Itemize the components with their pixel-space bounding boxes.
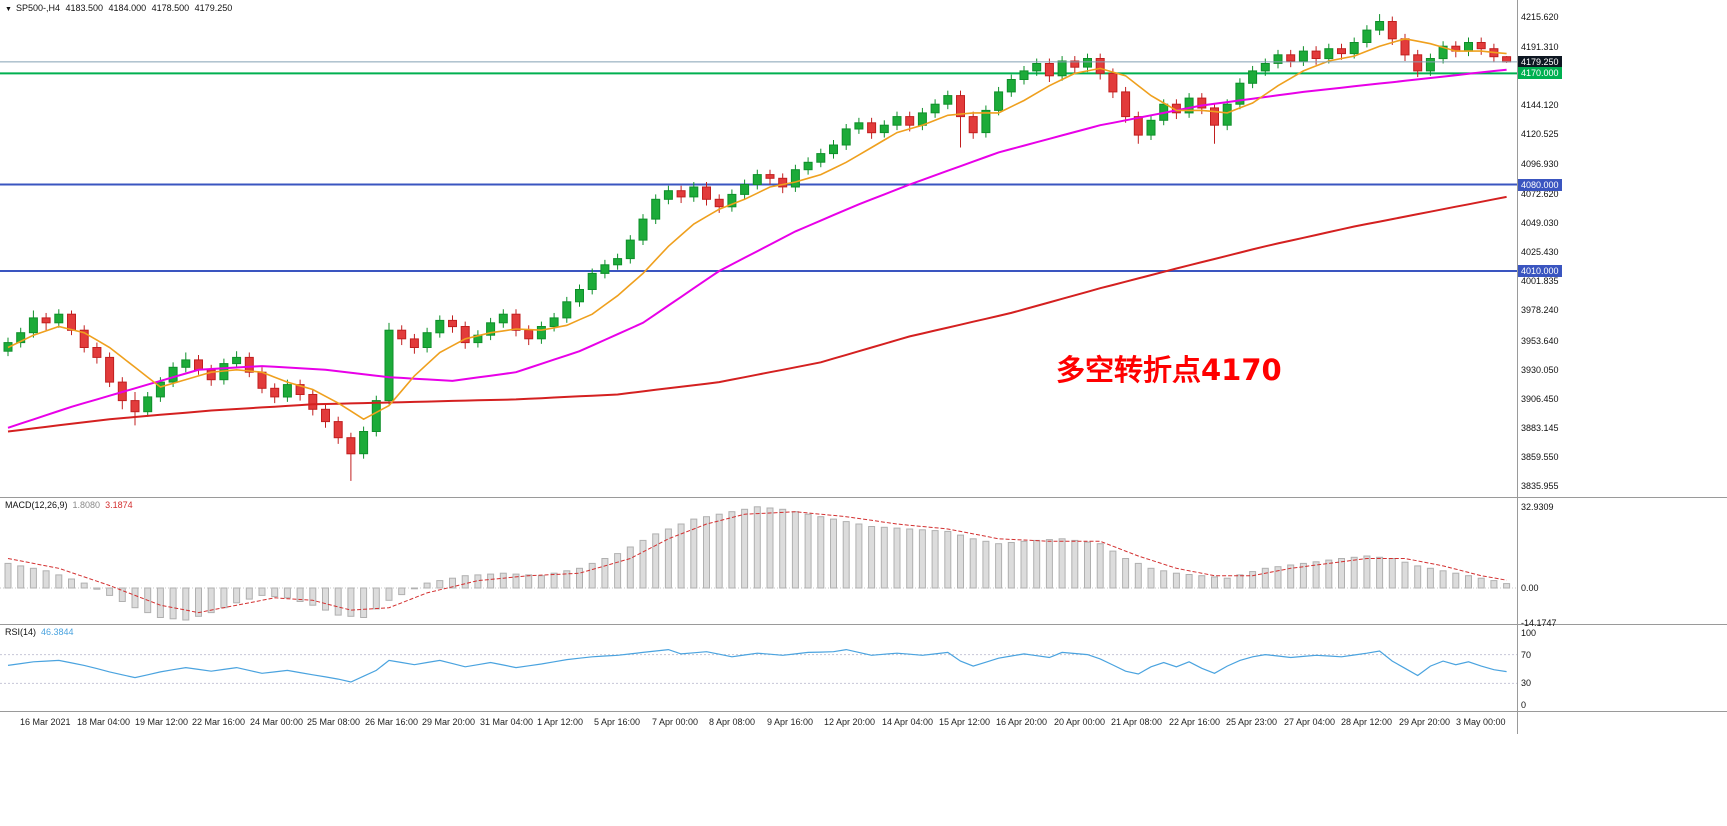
time-axis-label: 24 Mar 00:00 (250, 717, 304, 727)
time-axis-label: 29 Apr 20:00 (1399, 717, 1451, 727)
time-axis-label: 12 Apr 20:00 (824, 717, 876, 727)
time-axis-label: 21 Apr 08:00 (1111, 717, 1163, 727)
panel-resize-handle[interactable] (0, 624, 1727, 625)
time-axis[interactable]: 16 Mar 2021 18 Mar 04:00 19 Mar 12:00 22 Ma… (0, 713, 1727, 734)
time-axis-label: 27 Apr 04:00 (1284, 717, 1336, 727)
rsi-canvas[interactable] (0, 625, 1517, 711)
axis-label: 4120.525 (1521, 129, 1559, 140)
time-axis-label: 29 Mar 20:00 (422, 717, 476, 727)
bar-low-value: 4178.500 (151, 3, 190, 13)
rsi-label: RSI(14) 46.3844 (5, 627, 74, 637)
rsi-value: 46.3844 (41, 627, 74, 637)
time-axis-label: 19 Mar 12:00 (135, 717, 189, 727)
time-axis-label: 8 Apr 08:00 (709, 717, 756, 727)
main-chart-canvas[interactable] (0, 0, 1517, 497)
axis-label: 3953.640 (1521, 335, 1559, 346)
axis-label: 3978.240 (1521, 305, 1559, 316)
axis-label: 3835.955 (1521, 480, 1559, 491)
price-axis-border (1517, 0, 1518, 734)
bar-high-value: 4184.000 (108, 3, 147, 13)
macd-name: MACD(12,26,9) (5, 500, 68, 510)
collapse-triangle-icon[interactable]: ▼ (5, 6, 12, 13)
time-axis-label: 28 Apr 12:00 (1341, 717, 1393, 727)
chart-text-annotation[interactable]: 多空转折点4170 (1056, 353, 1282, 387)
axis-label: 30 (1521, 678, 1532, 689)
time-axis-label: 9 Apr 16:00 (767, 717, 814, 727)
time-axis-label: 25 Mar 08:00 (307, 717, 361, 727)
axis-label: 0 (1521, 700, 1527, 710)
axis-label: -14.1747 (1521, 617, 1557, 628)
price-axis-flag: 4179.250 (1518, 55, 1562, 68)
macd-value: 1.8080 (72, 500, 101, 510)
axis-label: 3906.450 (1521, 393, 1559, 404)
time-axis-label: 16 Mar 2021 (20, 717, 71, 727)
axis-label: 100 (1521, 628, 1537, 638)
axis-label: 70 (1521, 649, 1532, 660)
time-axis-label: 18 Mar 04:00 (77, 717, 131, 727)
axis-label: 4096.930 (1521, 158, 1559, 169)
symbol-info-line: ▼ SP500-,H4 4183.500 4184.000 4178.500 41… (5, 3, 235, 13)
panel-resize-handle[interactable] (0, 497, 1727, 498)
price-axis-flag: 4080.000 (1518, 178, 1562, 191)
axis-label: 4025.430 (1521, 246, 1559, 257)
axis-label: 4144.120 (1521, 100, 1559, 111)
axis-label: 4072.620 (1521, 188, 1559, 199)
time-axis-label: 22 Mar 16:00 (192, 717, 246, 727)
time-axis-label: 14 Apr 04:00 (882, 717, 934, 727)
axis-label: 4049.030 (1521, 217, 1559, 228)
time-axis-label: 26 Mar 16:00 (365, 717, 419, 727)
bar-open-value: 4183.500 (65, 3, 104, 13)
time-axis-label: 3 May 00:00 (1456, 717, 1506, 727)
axis-label: 0.00 (1521, 583, 1539, 593)
axis-label: 4001.835 (1521, 276, 1559, 287)
time-axis-label: 1 Apr 12:00 (537, 717, 584, 727)
time-axis-border (0, 711, 1727, 712)
symbol-period-label: SP500-,H4 (15, 3, 60, 13)
macd-canvas[interactable] (0, 498, 1517, 624)
axis-label: 4191.310 (1521, 42, 1559, 53)
bar-close-value: 4179.250 (194, 3, 233, 13)
axis-label: 3883.145 (1521, 422, 1559, 433)
time-axis-label: 5 Apr 16:00 (594, 717, 641, 727)
time-axis-label: 22 Apr 16:00 (1169, 717, 1221, 727)
time-axis-label: 25 Apr 23:00 (1226, 717, 1278, 727)
price-axis-flag: 4010.000 (1518, 264, 1562, 277)
axis-label: 3930.050 (1521, 364, 1559, 375)
time-axis-label: 15 Apr 12:00 (939, 717, 991, 727)
time-axis-label: 20 Apr 00:00 (1054, 717, 1106, 727)
time-axis-label: 31 Mar 04:00 (480, 717, 534, 727)
time-axis-label: 7 Apr 00:00 (652, 717, 699, 727)
axis-label: 4215.620 (1521, 12, 1559, 23)
price-axis-flag: 4170.000 (1518, 67, 1562, 80)
axis-label: 32.9309 (1521, 501, 1554, 512)
time-axis-label: 16 Apr 20:00 (996, 717, 1048, 727)
axis-label: 3859.550 (1521, 451, 1559, 462)
macd-signal-value: 3.1874 (105, 500, 133, 510)
macd-label: MACD(12,26,9) 1.8080 3.1874 (5, 500, 133, 510)
rsi-name: RSI(14) (5, 627, 37, 637)
